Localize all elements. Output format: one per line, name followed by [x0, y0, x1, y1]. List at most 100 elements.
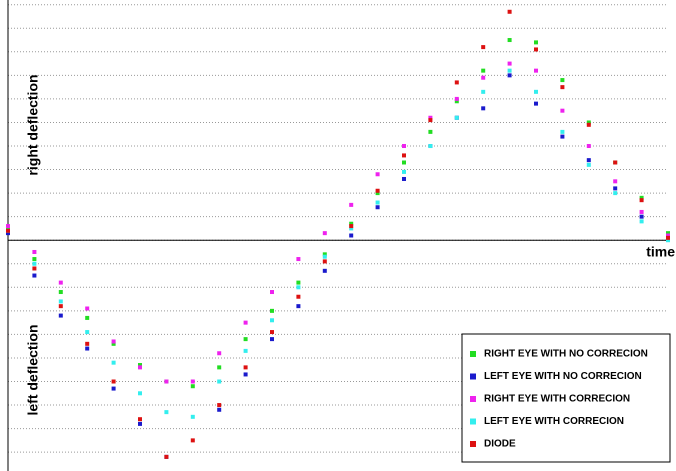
point: [428, 144, 433, 149]
point: [349, 221, 354, 226]
point: [270, 318, 274, 323]
point: [428, 118, 433, 123]
legend-label: DIODE: [484, 439, 516, 450]
point: [534, 101, 538, 106]
point: [111, 341, 116, 346]
point: [402, 144, 406, 149]
point: [507, 38, 512, 43]
point: [402, 176, 406, 181]
point: [481, 89, 486, 94]
point: [58, 290, 63, 295]
point: [666, 238, 670, 243]
point: [481, 75, 486, 80]
point: [111, 379, 116, 384]
point: [454, 96, 459, 101]
point: [190, 379, 195, 384]
point: [349, 233, 354, 238]
point: [507, 68, 512, 73]
point: [613, 186, 618, 191]
point: [375, 200, 380, 205]
point: [613, 191, 618, 196]
point: [375, 188, 380, 193]
point: [217, 351, 222, 356]
point: [560, 134, 565, 139]
point: [639, 214, 644, 219]
point: [296, 294, 301, 299]
point: [586, 158, 591, 163]
point: [507, 9, 512, 14]
point: [349, 224, 354, 229]
point: [138, 363, 142, 368]
point: [402, 160, 406, 165]
point: [138, 391, 142, 396]
point: [349, 202, 354, 207]
grid: [7, 0, 668, 471]
point: [138, 417, 142, 422]
point: [375, 172, 380, 177]
point: [639, 219, 644, 224]
x-label: time: [646, 244, 675, 260]
point: [428, 129, 433, 134]
point: [164, 379, 169, 384]
point: [6, 231, 10, 236]
point: [6, 226, 10, 231]
legend-box: [461, 333, 671, 463]
legend-swatch: [470, 418, 476, 425]
point: [243, 348, 248, 353]
point: [454, 99, 459, 104]
point: [402, 169, 406, 174]
point: [534, 89, 538, 94]
point: [586, 120, 591, 125]
point: [138, 365, 142, 370]
point: [164, 454, 169, 459]
point: [270, 337, 274, 342]
point: [296, 285, 301, 290]
point: [375, 191, 380, 196]
point: [560, 129, 565, 134]
point: [507, 61, 512, 66]
point: [217, 365, 222, 370]
point: [190, 438, 195, 443]
point: [138, 421, 142, 426]
point: [32, 249, 37, 254]
point: [322, 268, 327, 273]
point: [243, 320, 248, 325]
point: [58, 280, 63, 285]
point: [32, 261, 37, 266]
point: [243, 365, 248, 370]
point: [375, 205, 380, 210]
point: [349, 226, 354, 231]
point: [217, 379, 222, 384]
point: [111, 339, 116, 344]
legend-swatch: [470, 373, 476, 380]
point: [217, 407, 222, 412]
point: [586, 122, 591, 127]
point: [243, 372, 248, 377]
point: [534, 47, 538, 52]
point: [58, 304, 63, 309]
point: [322, 252, 327, 257]
point: [270, 308, 274, 313]
point: [639, 198, 644, 203]
point: [481, 68, 486, 73]
point: [58, 313, 63, 318]
point: [534, 40, 538, 45]
point: [296, 257, 301, 262]
point: [32, 273, 37, 278]
point: [190, 384, 195, 389]
marks: [6, 9, 670, 459]
point: [507, 73, 512, 78]
point: [270, 330, 274, 335]
legend-swatch: [470, 351, 476, 357]
point: [6, 228, 10, 233]
point: [560, 108, 565, 113]
legend: RIGHT EYE WITH NO CORRECION LEFT EYE WITH…: [461, 333, 671, 463]
point: [534, 68, 538, 73]
legend-swatch: [470, 441, 476, 447]
point: [85, 346, 90, 351]
point: [322, 254, 327, 259]
point: [111, 386, 116, 391]
point: [32, 257, 37, 262]
point: [586, 144, 591, 149]
point: [85, 306, 90, 311]
